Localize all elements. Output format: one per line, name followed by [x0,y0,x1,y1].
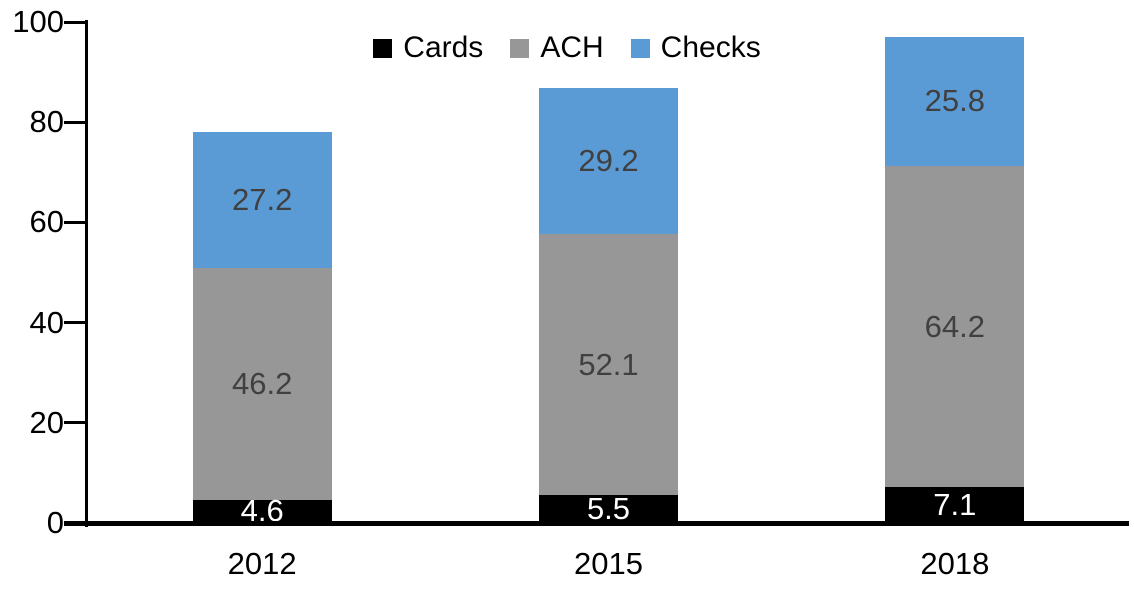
bar-segment-ach-2012 [192,268,332,500]
bar-segment-checks-2012 [192,132,332,269]
bar-segment-cards-2015 [539,495,678,523]
y-axis-tick [64,20,86,24]
bar-segment-cards-2018 [885,487,1025,523]
checks-legend-swatch-icon [630,38,650,58]
bar-segment-checks-2018 [885,36,1025,166]
bar-segment-checks-2015 [539,88,678,235]
ach-legend-swatch-icon [510,38,530,58]
x-axis [64,521,1129,526]
y-axis-tick-label: 0 [46,505,64,540]
y-axis [85,20,88,527]
y-axis-tick-label: 100 [12,4,64,39]
bar-value-label: 25.8 [924,83,985,119]
legend-label-ach: ACH [540,31,604,64]
x-axis-category-label: 2015 [574,546,643,581]
y-axis-tick-label: 80 [29,104,64,140]
x-axis-category-label: 2012 [227,546,297,581]
bar-value-label: 27.2 [231,182,293,218]
bar-value-label: 46.2 [231,366,293,402]
bar-segment-ach-2015 [539,234,678,496]
y-axis-tick-label: 60 [29,204,64,240]
bar-segment-cards-2012 [192,499,332,523]
y-axis-tick [64,120,86,124]
bar-value-label: 64.2 [924,308,985,344]
bar-value-label: 5.5 [586,491,631,527]
y-axis-tick-label: 20 [29,404,64,440]
legend-item-ach: ACH [510,30,604,66]
y-axis-tick [64,321,86,325]
bar-value-label: 7.1 [933,487,977,523]
legend-label-cards: Cards [403,31,484,64]
bar-segment-ach-2018 [885,165,1025,488]
bar-value-label: 29.2 [578,143,639,179]
y-axis-tick-label: 40 [29,304,64,340]
chart-legend: Cards ACH Checks [0,30,1134,66]
legend-item-cards: Cards [373,30,483,66]
y-axis-tick [64,220,86,224]
legend-item-checks: Checks [630,30,761,66]
cards-legend-swatch-icon [373,38,393,58]
bar-value-label: 52.1 [578,346,639,382]
x-axis-category-label: 2018 [920,546,990,581]
legend-label-checks: Checks [660,31,761,64]
y-axis-tick [64,421,86,425]
